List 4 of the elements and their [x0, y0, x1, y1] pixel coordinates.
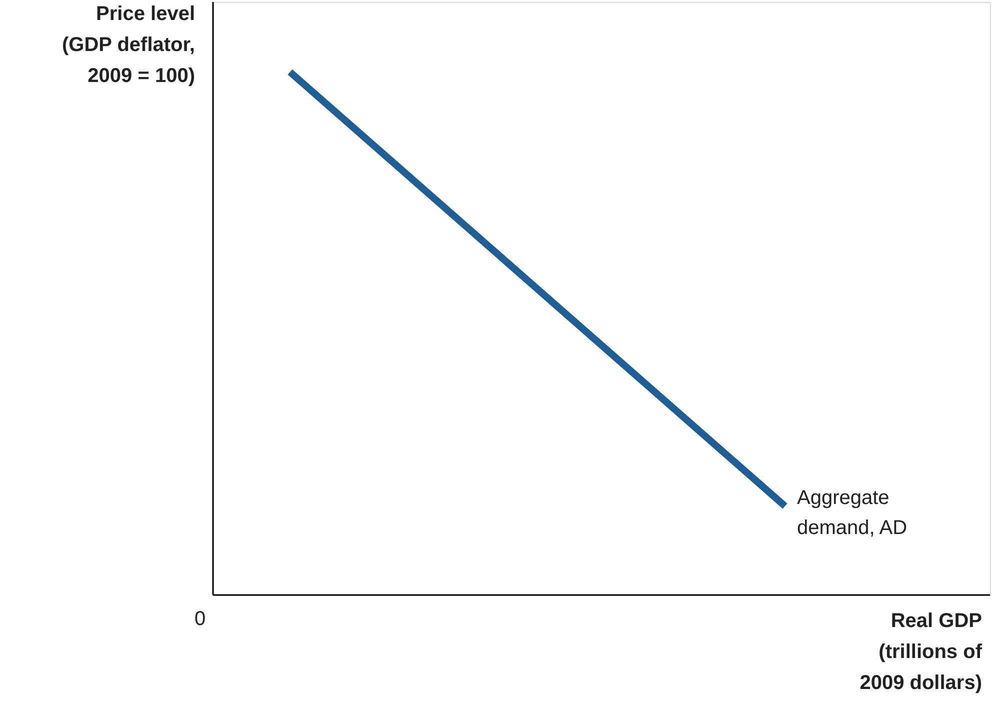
text: 0 [194, 608, 206, 630]
series-label: Aggregate demand, AD [797, 487, 908, 540]
x-axis-title: Real GDP (trillions of 2009 dollars) [860, 610, 982, 694]
y-axis-title: Price level (GDP deflator, 2009 = 100) [62, 3, 195, 87]
